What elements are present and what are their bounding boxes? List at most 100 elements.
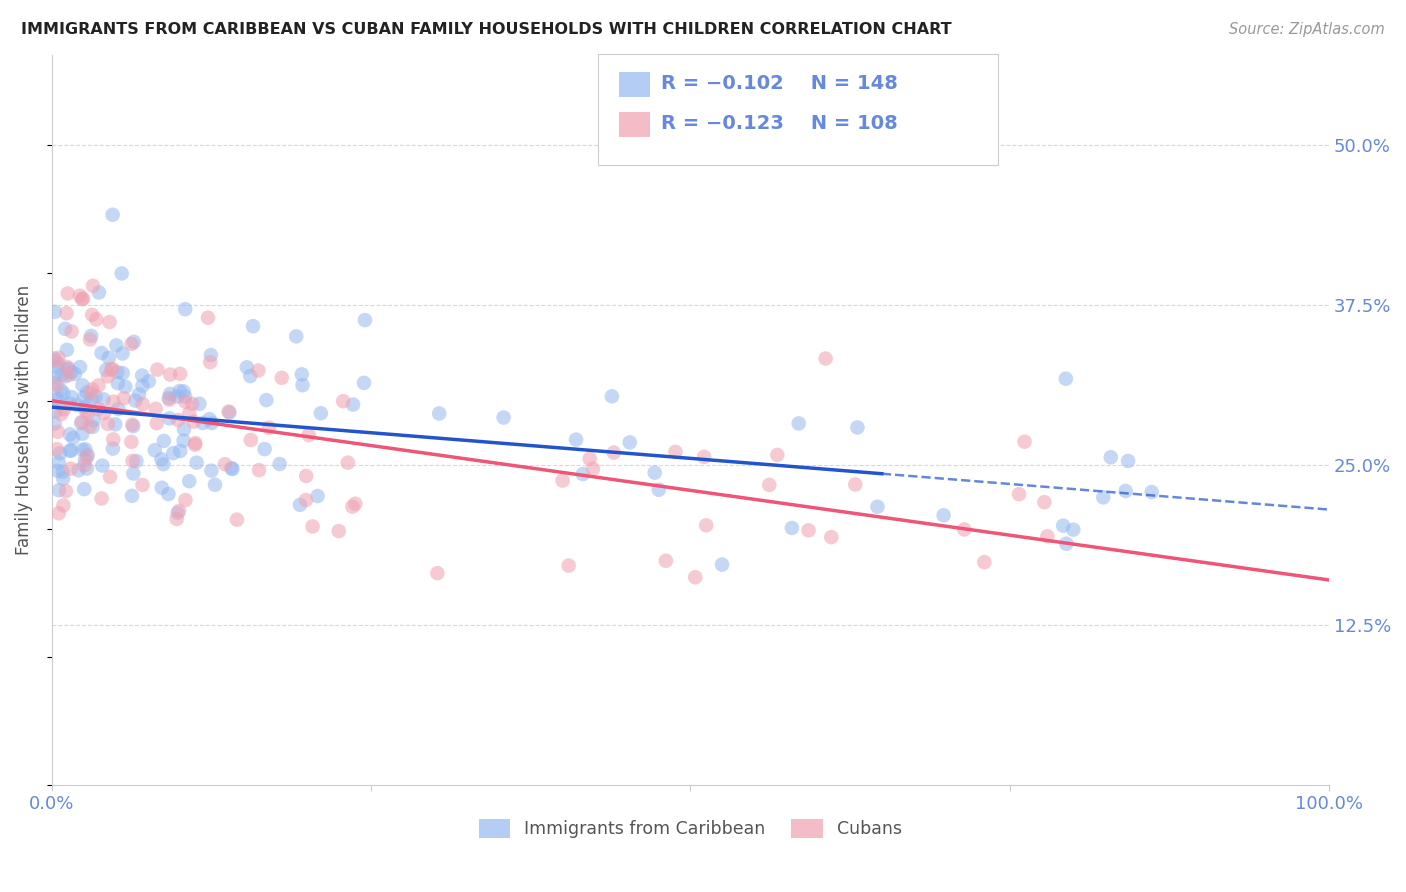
Point	[82, 382, 104, 396]
Point	[52, 386, 75, 401]
Point	[122, 467, 145, 481]
Point	[695, 518, 717, 533]
Point	[91, 458, 114, 473]
Point	[1099, 450, 1122, 465]
Point	[200, 464, 222, 478]
Point	[780, 521, 803, 535]
Point	[75, 442, 97, 457]
Point	[49, 446, 72, 460]
Point	[159, 392, 181, 407]
Point	[342, 398, 364, 412]
Point	[105, 338, 128, 352]
Point	[124, 393, 146, 408]
Point	[55, 306, 77, 320]
Point	[619, 435, 641, 450]
Point	[53, 369, 76, 384]
Point	[48, 506, 70, 520]
Point	[70, 415, 93, 429]
Point	[96, 363, 118, 377]
Point	[63, 367, 86, 381]
Point	[159, 411, 181, 425]
Point	[953, 523, 976, 537]
Point	[121, 417, 143, 432]
Point	[218, 405, 240, 419]
Point	[72, 378, 94, 392]
Point	[239, 369, 262, 384]
Point	[62, 431, 84, 445]
Point	[59, 427, 82, 442]
Point	[82, 278, 104, 293]
Point	[1054, 372, 1077, 386]
Point	[582, 462, 605, 476]
Point	[58, 361, 80, 376]
Point	[73, 482, 96, 496]
Point	[75, 403, 97, 417]
Point	[52, 499, 75, 513]
Point	[45, 404, 67, 418]
Point	[166, 390, 188, 404]
Point	[181, 397, 204, 411]
Point	[298, 428, 321, 442]
Point	[44, 417, 66, 431]
Point	[285, 329, 308, 343]
Point	[97, 417, 120, 431]
Point	[67, 463, 90, 477]
Point	[600, 389, 623, 403]
Point	[70, 292, 93, 306]
Point	[655, 554, 678, 568]
Point	[221, 462, 243, 476]
Point	[201, 416, 224, 430]
Point	[820, 530, 842, 544]
Point	[174, 394, 197, 409]
Point	[46, 425, 69, 439]
Point	[1008, 487, 1031, 501]
Point	[56, 363, 79, 377]
Point	[844, 477, 866, 491]
Point	[159, 387, 181, 401]
Point	[846, 420, 869, 434]
Point	[225, 513, 247, 527]
Point	[93, 392, 115, 407]
Point	[51, 368, 73, 382]
Point	[70, 416, 93, 430]
Point	[157, 487, 180, 501]
Point	[45, 442, 67, 457]
Point	[72, 292, 94, 306]
Point	[56, 359, 79, 374]
Point	[76, 461, 98, 475]
Point	[166, 506, 188, 520]
Point	[247, 463, 270, 477]
Text: R = −0.102    N = 148: R = −0.102 N = 148	[661, 74, 897, 94]
Point	[183, 415, 205, 429]
Point	[301, 519, 323, 533]
Point	[111, 366, 134, 380]
Point	[159, 368, 181, 382]
Point	[572, 467, 595, 481]
Point	[44, 351, 66, 366]
Point	[239, 433, 262, 447]
Point	[80, 386, 103, 401]
Point	[82, 420, 104, 434]
Point	[1115, 483, 1137, 498]
Point	[52, 472, 75, 486]
Point	[354, 313, 377, 327]
Point	[578, 451, 600, 466]
Point	[797, 524, 820, 538]
Point	[221, 461, 243, 475]
Point	[247, 363, 270, 377]
Point	[145, 416, 167, 430]
Point	[184, 436, 207, 450]
Point	[1062, 523, 1084, 537]
Point	[766, 448, 789, 462]
Point	[184, 438, 207, 452]
Point	[565, 433, 588, 447]
Point	[332, 394, 354, 409]
Point	[48, 483, 70, 498]
Point	[46, 360, 69, 375]
Point	[200, 348, 222, 362]
Point	[174, 390, 197, 404]
Point	[1052, 518, 1074, 533]
Point	[44, 376, 66, 391]
Point	[253, 442, 276, 456]
Point	[76, 406, 98, 420]
